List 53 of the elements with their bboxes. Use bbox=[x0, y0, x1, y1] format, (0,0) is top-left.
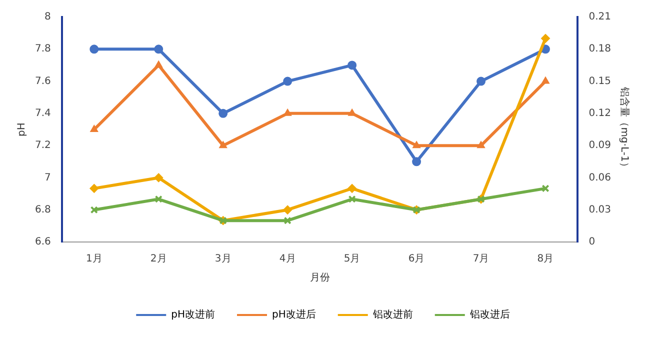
point bbox=[283, 205, 292, 214]
y2-tick-label: 0.03 bbox=[588, 204, 611, 216]
y2-tick-label: 0.18 bbox=[588, 44, 611, 55]
point bbox=[90, 184, 99, 193]
x-tick-label: 6月 bbox=[408, 254, 425, 265]
x-tick-label: 1月 bbox=[86, 254, 102, 265]
y2-axis-title: 铝含量（mg·L-1） bbox=[618, 86, 630, 172]
y-tick-label: 7 bbox=[44, 172, 51, 184]
x-tick-label: 5月 bbox=[344, 254, 360, 265]
point bbox=[90, 44, 99, 54]
y2-tick-label: 0.09 bbox=[588, 140, 611, 152]
x-axis-title: 月份 bbox=[310, 272, 330, 284]
point bbox=[348, 60, 357, 70]
point bbox=[476, 76, 486, 86]
point bbox=[348, 195, 356, 203]
point bbox=[154, 44, 164, 54]
point bbox=[154, 173, 164, 182]
point bbox=[540, 34, 550, 43]
y-tick-label: 8 bbox=[44, 12, 51, 23]
x-tick-label: 2月 bbox=[150, 254, 167, 265]
x-tick-label: 4月 bbox=[279, 254, 296, 265]
y2-tick-label: 0.06 bbox=[588, 172, 611, 184]
y-tick-label: 7.6 bbox=[34, 76, 51, 87]
point bbox=[412, 157, 422, 166]
y-tick-label: 7.4 bbox=[34, 108, 51, 120]
y-tick-label: 7.8 bbox=[34, 44, 51, 55]
point bbox=[218, 108, 228, 118]
x-tick-label: 7月 bbox=[472, 254, 490, 265]
point bbox=[90, 125, 98, 132]
y-tick-label: 7.2 bbox=[34, 140, 51, 152]
legend-label: pH改进后 bbox=[272, 308, 316, 321]
point bbox=[542, 76, 550, 84]
y-tick-label: 6.6 bbox=[34, 236, 51, 248]
point bbox=[284, 216, 292, 224]
y2-tick-label: 0.15 bbox=[588, 76, 611, 87]
point bbox=[412, 141, 420, 148]
y2-tick-label: 0.12 bbox=[588, 108, 611, 120]
x-tick-label: 3月 bbox=[214, 254, 232, 265]
point bbox=[283, 76, 292, 86]
y2-tick-label: 0 bbox=[588, 236, 596, 248]
legend-label: pH改进前 bbox=[171, 308, 216, 321]
point bbox=[219, 141, 228, 148]
point bbox=[348, 184, 357, 193]
legend-label: 铝改进后 bbox=[468, 308, 510, 321]
y-tick-label: 6.8 bbox=[34, 204, 51, 216]
y-axis-title: pH bbox=[16, 122, 28, 136]
y2-tick-label: 0.21 bbox=[588, 12, 611, 23]
point bbox=[284, 108, 292, 116]
point bbox=[154, 195, 162, 203]
legend-label: 铝改进前 bbox=[372, 308, 413, 321]
point bbox=[477, 141, 485, 148]
x-tick-label: 8月 bbox=[537, 254, 554, 265]
point bbox=[154, 60, 163, 68]
